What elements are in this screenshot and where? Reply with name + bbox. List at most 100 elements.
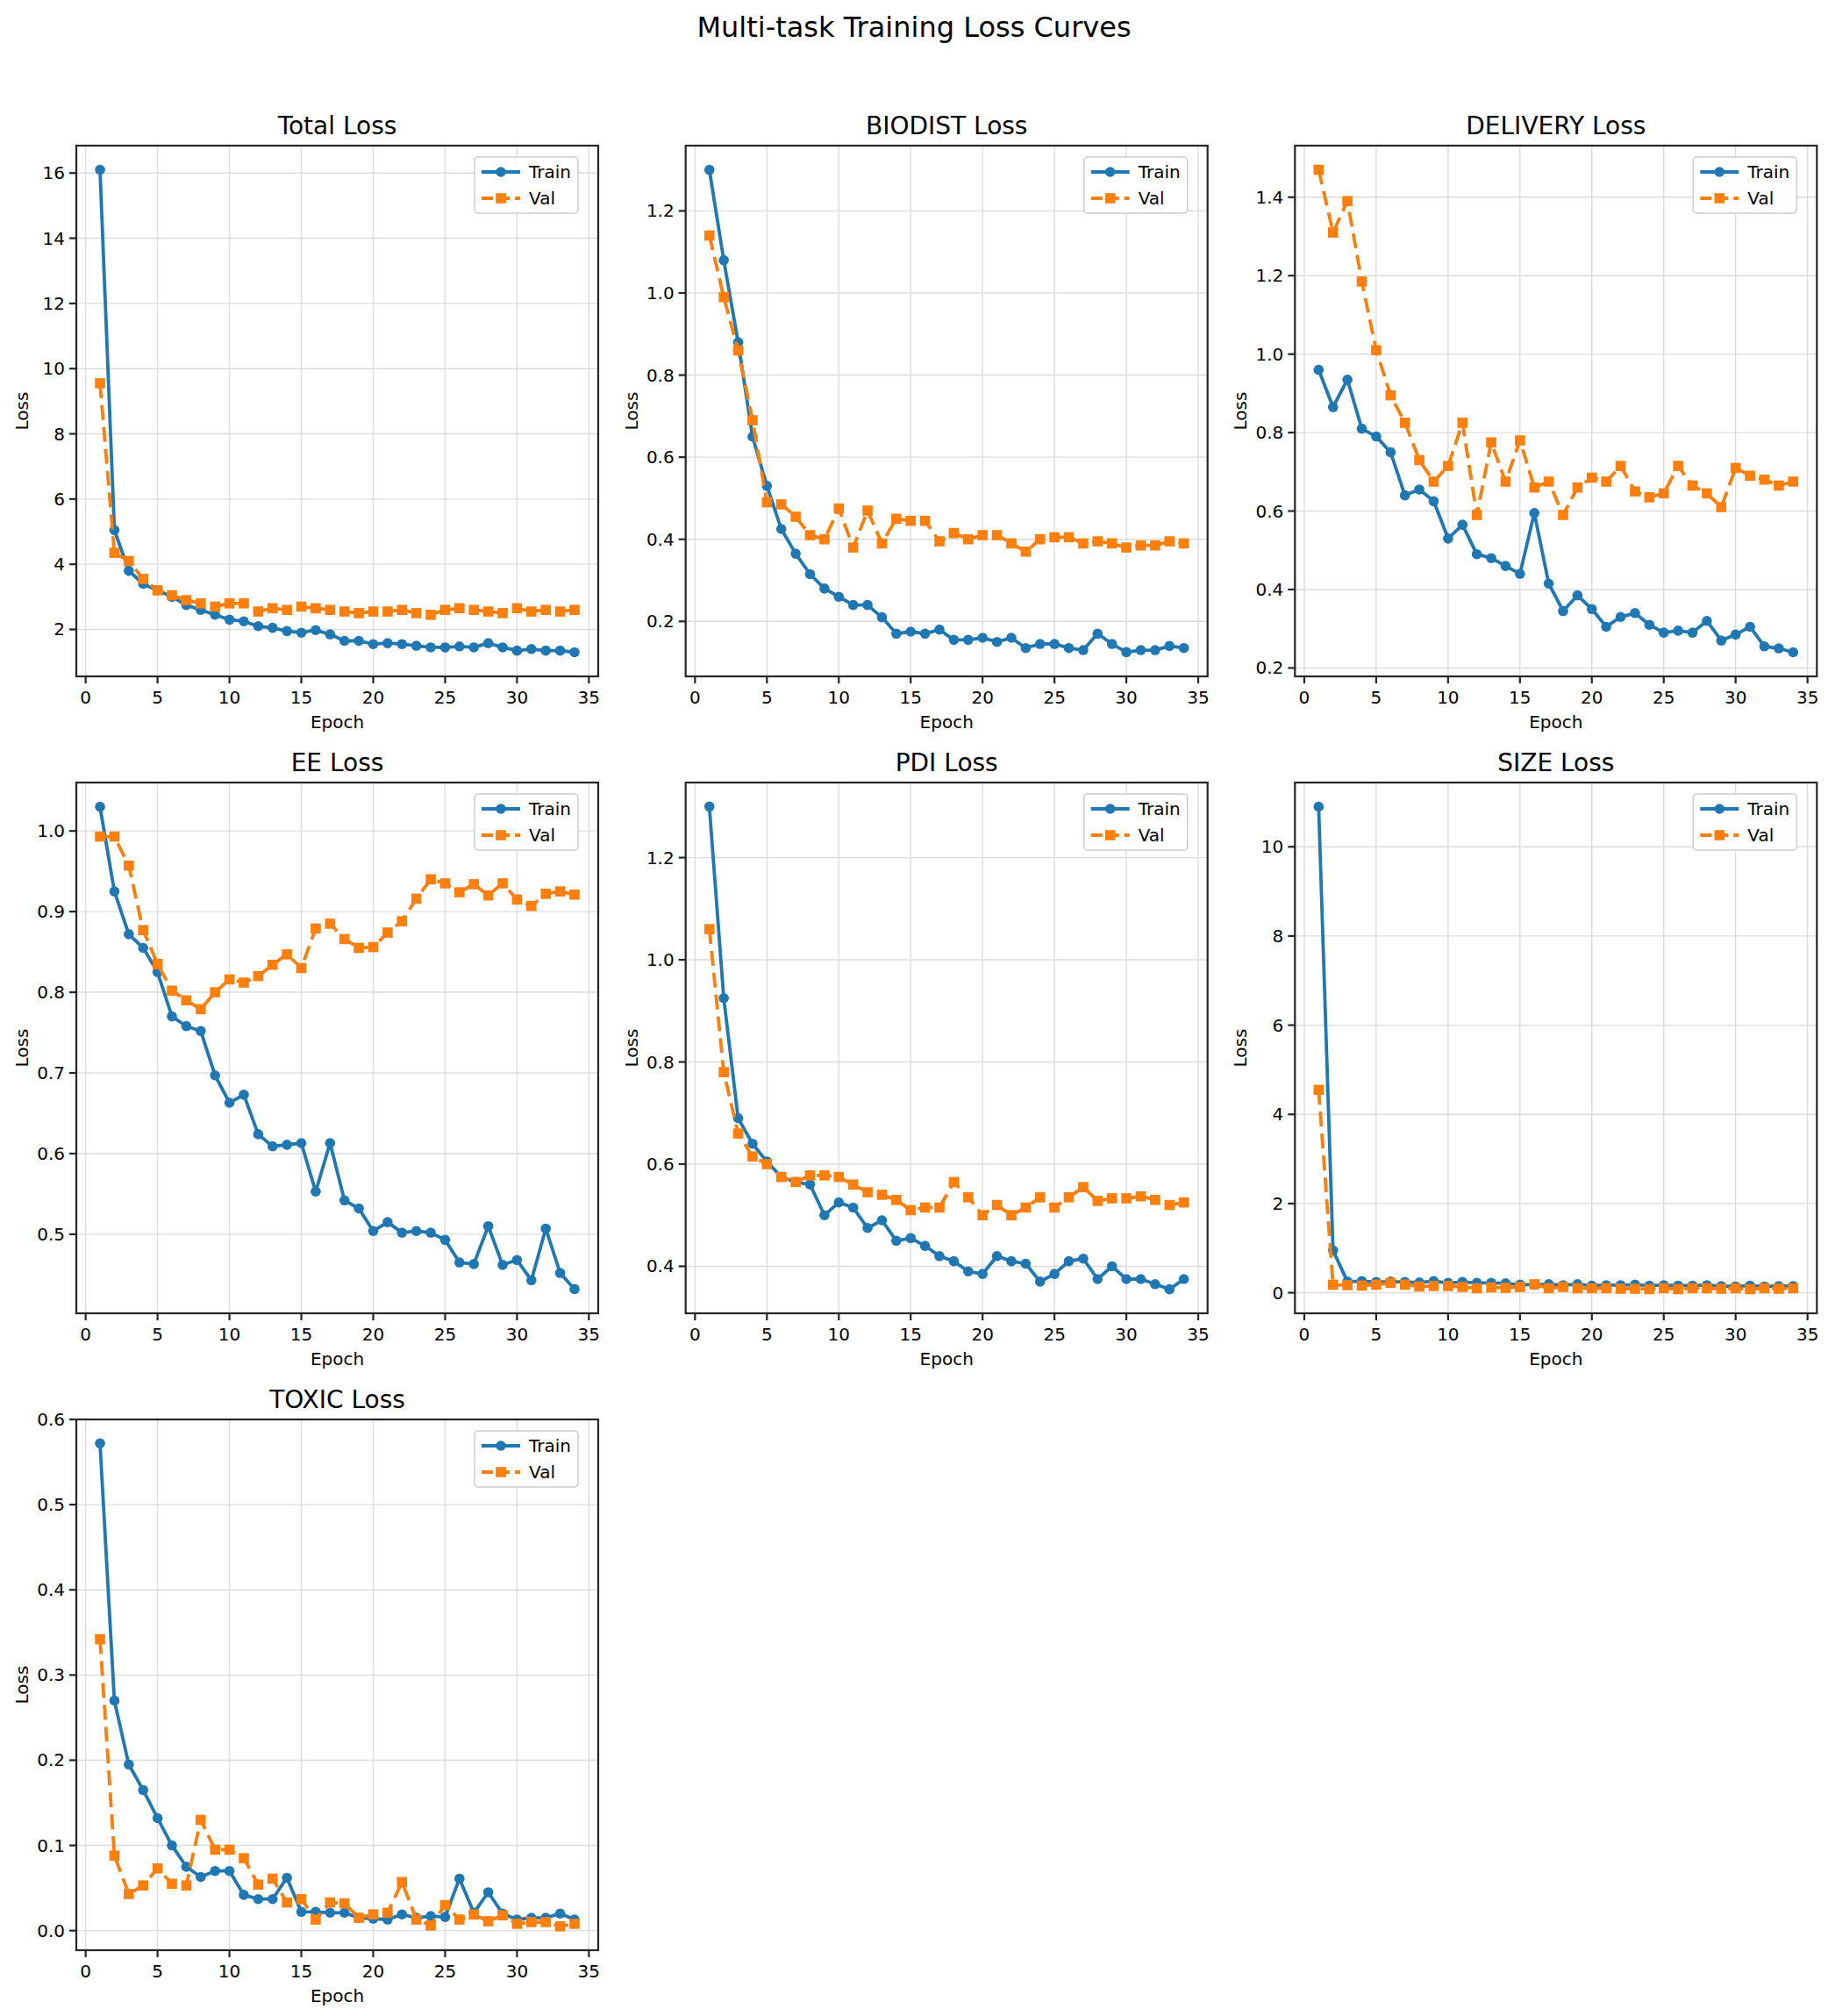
val-marker xyxy=(468,604,479,615)
val-marker xyxy=(1601,1283,1611,1294)
train-marker xyxy=(819,583,830,594)
val-marker xyxy=(1049,533,1060,543)
train-marker xyxy=(819,1210,830,1220)
axes-spines xyxy=(686,783,1208,1313)
val-marker xyxy=(963,534,974,545)
val-marker xyxy=(1702,1283,1712,1294)
chart-delivery-loss: 051015202530350.20.40.60.81.01.21.4DELIV… xyxy=(1230,111,1818,733)
val-marker xyxy=(819,534,830,545)
train-marker xyxy=(1179,1274,1189,1284)
train-marker xyxy=(110,886,120,897)
val-marker xyxy=(1716,502,1726,512)
x-tick-label: 25 xyxy=(1043,1324,1065,1345)
train-marker xyxy=(483,1887,494,1898)
val-marker xyxy=(1035,534,1046,545)
train-marker xyxy=(1021,1259,1032,1269)
val-marker xyxy=(1107,1193,1118,1204)
legend: TrainVal xyxy=(475,157,578,213)
x-tick-label: 10 xyxy=(218,687,240,708)
train-marker xyxy=(1443,533,1453,544)
val-marker xyxy=(1731,1283,1741,1294)
val-marker xyxy=(949,528,960,539)
train-marker xyxy=(1760,641,1770,652)
train-marker xyxy=(833,591,844,602)
val-marker xyxy=(776,1172,787,1183)
val-marker xyxy=(353,608,364,618)
val-marker xyxy=(225,598,235,609)
val-marker xyxy=(512,604,523,614)
train-marker xyxy=(124,566,134,576)
val-marker xyxy=(268,960,278,970)
val-marker xyxy=(1179,539,1189,549)
y-tick-label: 0.9 xyxy=(37,901,65,922)
x-tick-label: 10 xyxy=(828,1324,850,1345)
val-marker xyxy=(1121,542,1132,553)
val-marker xyxy=(1486,437,1496,447)
train-marker xyxy=(1164,1284,1175,1295)
val-marker xyxy=(704,231,715,241)
val-marker xyxy=(368,942,379,953)
train-marker xyxy=(977,1269,988,1279)
val-marker xyxy=(1659,1283,1669,1294)
val-marker xyxy=(1357,1281,1367,1291)
val-legend-marker xyxy=(496,830,506,840)
train-marker xyxy=(905,626,916,637)
x-tick-label: 0 xyxy=(1299,1324,1310,1345)
val-marker xyxy=(1078,539,1089,549)
val-marker xyxy=(540,889,551,899)
train-marker xyxy=(1457,519,1467,530)
val-marker xyxy=(1573,483,1583,493)
val-marker xyxy=(167,1878,177,1889)
val-marker xyxy=(239,977,249,988)
val-marker xyxy=(382,927,393,938)
val-marker xyxy=(805,530,816,540)
val-marker xyxy=(353,943,364,954)
x-tick-label: 15 xyxy=(1509,1324,1531,1345)
train-line xyxy=(710,170,1184,653)
val-marker xyxy=(848,542,859,553)
train-marker xyxy=(1136,645,1146,655)
series-area xyxy=(704,165,1189,657)
train-marker xyxy=(526,1276,537,1286)
train-marker xyxy=(790,548,801,559)
train-marker xyxy=(411,1226,422,1236)
legend-label: Val xyxy=(529,188,555,209)
grid xyxy=(686,783,1208,1313)
val-marker xyxy=(1136,540,1146,551)
x-tick-label: 30 xyxy=(1115,1324,1137,1345)
val-marker xyxy=(225,1845,235,1855)
val-marker xyxy=(877,539,888,549)
train-marker xyxy=(1164,641,1175,652)
val-marker xyxy=(934,1203,945,1213)
train-marker xyxy=(934,1251,945,1262)
y-tick-label: 0.6 xyxy=(1255,501,1283,522)
val-marker xyxy=(1314,1084,1325,1095)
x-tick-label: 25 xyxy=(434,1324,456,1345)
x-tick-label: 5 xyxy=(152,1961,163,1982)
train-marker xyxy=(1702,616,1712,626)
train-marker xyxy=(848,1203,859,1213)
legend-label: Train xyxy=(1746,161,1789,182)
train-marker xyxy=(1731,630,1741,640)
train-marker xyxy=(1121,647,1132,658)
val-marker xyxy=(512,1919,523,1929)
val-marker xyxy=(353,1912,364,1923)
val-marker xyxy=(1164,1200,1175,1211)
train-marker xyxy=(1558,606,1568,617)
x-tick-label: 10 xyxy=(218,1324,240,1345)
train-marker xyxy=(1716,635,1726,646)
train-marker xyxy=(1673,626,1683,636)
train-marker xyxy=(526,644,537,654)
train-marker xyxy=(454,1257,465,1268)
val-legend-marker xyxy=(496,193,506,204)
y-tick-label: 10 xyxy=(43,358,65,379)
train-marker xyxy=(891,629,902,640)
val-marker xyxy=(1630,486,1640,497)
train-marker xyxy=(396,639,407,649)
val-marker xyxy=(833,504,844,514)
train-marker xyxy=(934,625,945,635)
train-marker xyxy=(1774,643,1784,654)
val-marker xyxy=(540,604,551,615)
train-line xyxy=(1318,807,1793,1287)
train-marker xyxy=(411,640,422,651)
